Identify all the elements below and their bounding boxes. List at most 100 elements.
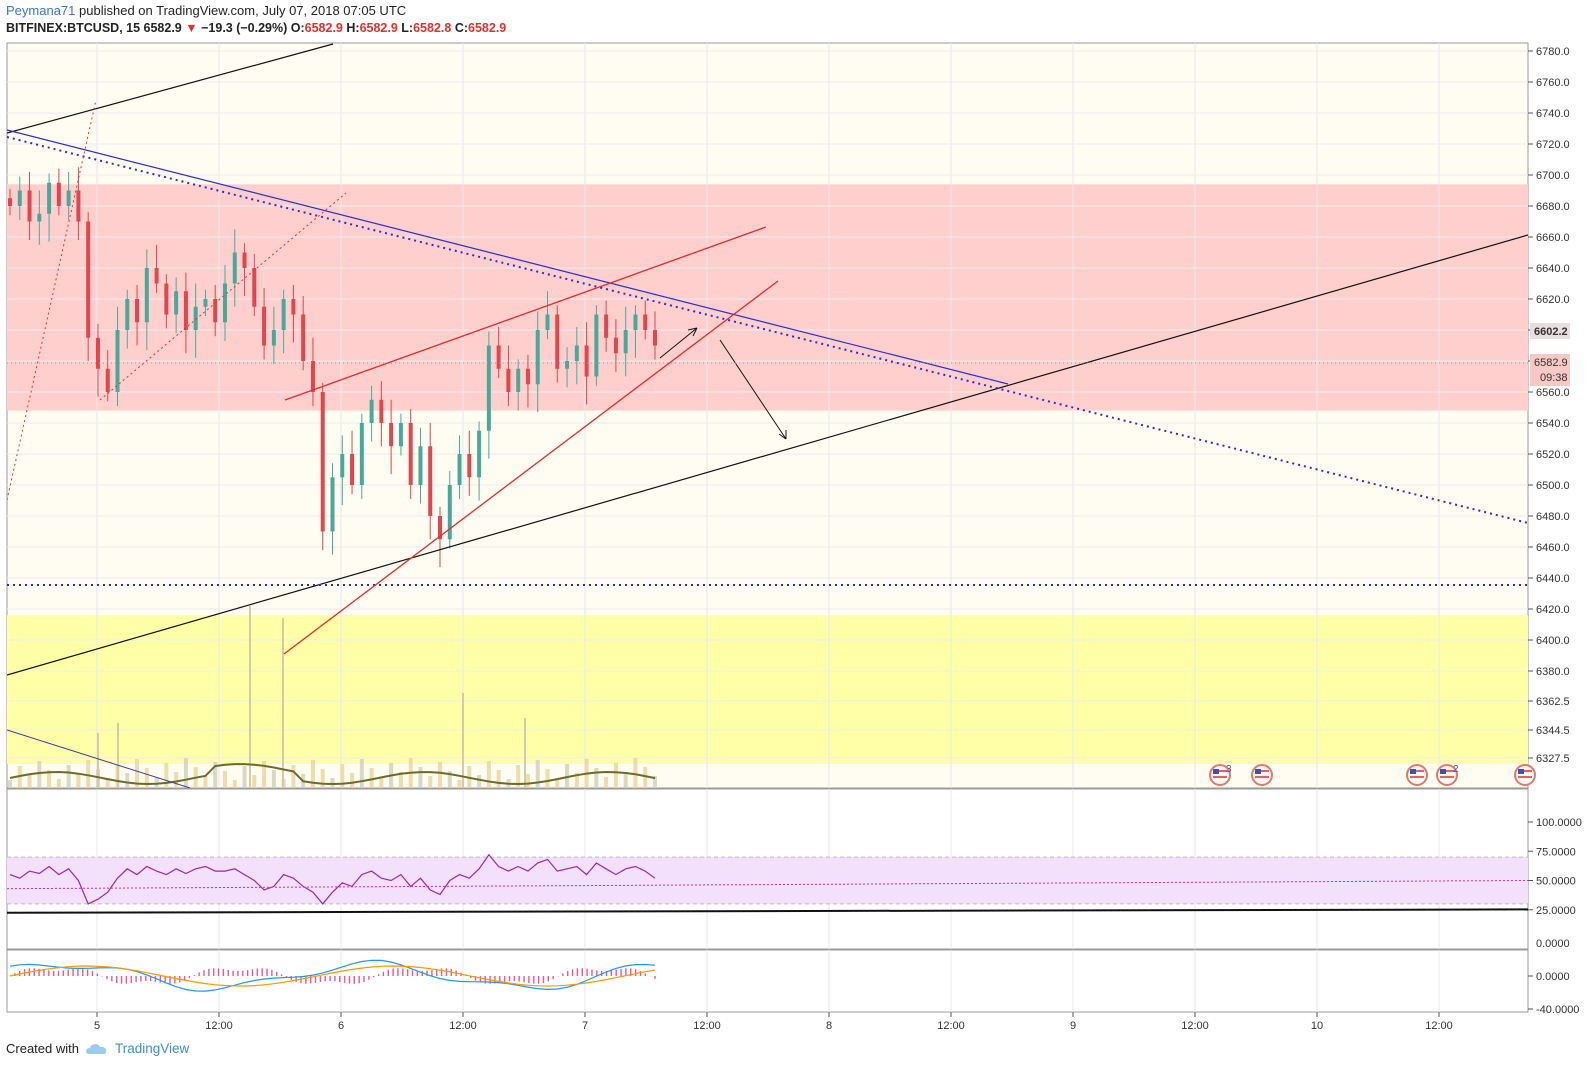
- candle-body: [135, 299, 140, 323]
- candle-body: [223, 283, 227, 323]
- volume-bar: [613, 763, 618, 788]
- candle-body: [76, 190, 81, 222]
- symbol-info: BITFINEX:BTCUSD, 15 6582.9 ▼ −19.3 (−0.2…: [6, 21, 506, 35]
- macd-pane[interactable]: [6, 949, 1529, 1013]
- x-tick-label: 12:00: [1425, 1020, 1453, 1032]
- tradingview-link[interactable]: TradingView: [114, 1041, 190, 1056]
- x-tick-label: 12:00: [449, 1020, 477, 1032]
- y-tick-label: 6740.0: [1536, 108, 1570, 120]
- candle-body: [47, 182, 52, 214]
- rsi-pane[interactable]: [6, 788, 1529, 950]
- down-arrow-icon: ▼: [185, 21, 198, 35]
- rsi-tick-label: 100.0000: [1536, 817, 1582, 829]
- close-value: 6582.9: [468, 21, 507, 35]
- candle-body: [565, 361, 570, 369]
- macd-signal-line: [9, 965, 656, 987]
- volume-bar: [486, 761, 491, 788]
- candle-body: [203, 299, 208, 307]
- volume-bar: [545, 769, 550, 788]
- volume-bar: [262, 761, 267, 788]
- volume-bar: [350, 773, 355, 788]
- volume-bar: [174, 772, 179, 788]
- y-tick-label: 6400.0: [1536, 635, 1570, 647]
- rsi-band: [7, 857, 1528, 904]
- rsi-tick-label: 25.0000: [1536, 905, 1576, 917]
- candle-body: [369, 399, 374, 423]
- volume-bar: [320, 769, 325, 788]
- candle-body: [486, 345, 491, 431]
- candle-body: [555, 314, 560, 369]
- us-flag-icon[interactable]: 2: [1436, 764, 1459, 786]
- black-trendline-upper[interactable]: [7, 43, 334, 134]
- y-tick-label: 6480.0: [1536, 511, 1570, 523]
- candle-body: [37, 213, 42, 222]
- y-tick-label: 6344.5: [1536, 725, 1570, 737]
- y-tick-label: 6660.0: [1536, 232, 1570, 244]
- candle-body: [545, 314, 550, 330]
- author-link[interactable]: Peymana71: [6, 3, 76, 18]
- volume-bar: [369, 768, 374, 788]
- x-tick-label: 5: [94, 1020, 100, 1032]
- us-flag-icon[interactable]: [1514, 764, 1536, 786]
- volume-bar: [310, 760, 315, 788]
- volume-bar: [105, 778, 110, 788]
- volume-bar: [242, 766, 247, 788]
- symbol-name: BITFINEX:BTCUSD, 15: [6, 21, 141, 35]
- up-arrow[interactable]: [659, 327, 698, 359]
- us-flag-icon[interactable]: [1251, 764, 1273, 786]
- price-change: −19.3 (−0.29%): [201, 21, 288, 35]
- candle-body: [389, 423, 394, 447]
- candle-body: [467, 454, 472, 478]
- candle-body: [613, 337, 618, 354]
- tradingview-cloud-icon: [86, 1043, 107, 1054]
- volume-bar: [418, 767, 423, 788]
- candle-body: [174, 291, 179, 315]
- volume-bar: [643, 767, 648, 788]
- y-tick-label: 6500.0: [1536, 480, 1570, 492]
- red-dotted-line-2[interactable]: [99, 192, 347, 401]
- candle-body: [183, 291, 188, 330]
- us-flag-icon[interactable]: [1406, 764, 1428, 786]
- candle-body: [623, 330, 628, 354]
- down-arrow-head: [778, 430, 787, 440]
- volume-bar: [203, 776, 208, 788]
- volume-bar: [154, 777, 159, 788]
- volume-bar: [516, 765, 521, 788]
- y-tick-label: 6620.0: [1536, 294, 1570, 306]
- candle-body: [105, 368, 110, 392]
- y-tick-label: 6362.5: [1536, 696, 1570, 708]
- candle-body: [418, 446, 423, 485]
- candle-body: [95, 337, 100, 369]
- candle-body: [164, 283, 169, 315]
- red-dotted-line-1[interactable]: [7, 99, 97, 501]
- candle-body: [242, 252, 247, 268]
- candle-body: [506, 368, 511, 392]
- y-tick-label: 6460.0: [1536, 542, 1570, 554]
- us-flag-icon[interactable]: 3: [1209, 764, 1232, 786]
- candle-body: [379, 399, 384, 423]
- low-label: L:: [401, 21, 414, 35]
- volume-bar: [56, 779, 61, 788]
- candle-body: [66, 190, 71, 206]
- red-channel-lower[interactable]: [283, 280, 779, 655]
- candle-body: [291, 299, 296, 315]
- candle-body: [193, 306, 198, 330]
- black-trendline-lower[interactable]: [7, 234, 1528, 676]
- candle-body: [115, 330, 120, 392]
- rsi-line: [9, 853, 656, 905]
- volume-bar: [183, 758, 188, 788]
- red-channel-upper[interactable]: [284, 226, 767, 401]
- volume-bar: [144, 768, 149, 788]
- volume-bar: [428, 776, 433, 788]
- volume-bar: [76, 774, 81, 788]
- blue-thin-line-lower[interactable]: [7, 729, 191, 788]
- blue-trendline[interactable]: [7, 129, 1009, 385]
- x-tick-label: 12:00: [693, 1020, 721, 1032]
- y-tick-label: 6760.0: [1536, 77, 1570, 89]
- down-arrow[interactable]: [719, 339, 787, 440]
- candle-body: [525, 368, 530, 385]
- candle-body: [213, 299, 218, 323]
- volume-bar: [47, 770, 52, 788]
